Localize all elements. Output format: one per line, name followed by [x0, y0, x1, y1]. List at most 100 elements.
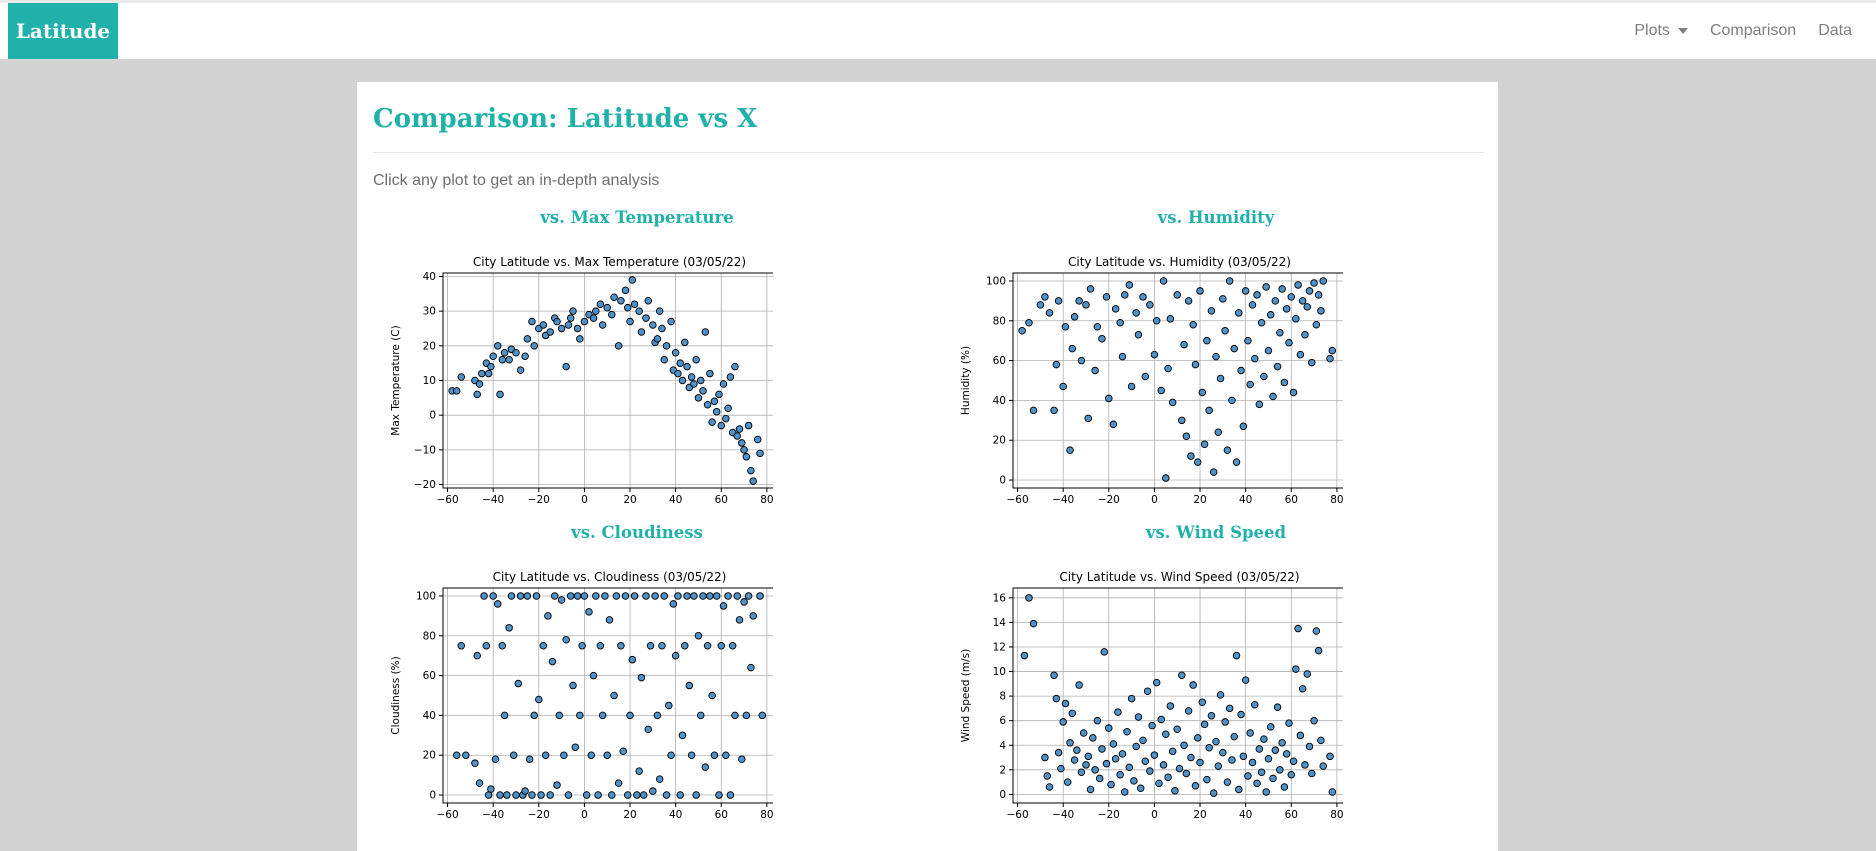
plot-max-temperature[interactable]: −60 −40 −20 0 20 40 60 80 −20 −10 0 10 20 30 40 City La… — [373, 247, 773, 507]
x-tick-label: 0 — [581, 809, 588, 821]
grid — [1013, 273, 1343, 488]
data-point — [560, 751, 568, 759]
data-point — [742, 453, 751, 461]
data-point — [1025, 594, 1033, 602]
y-tick-label: 20 — [423, 750, 436, 762]
nav-data-link[interactable]: Data — [1818, 22, 1852, 39]
data-point — [1214, 762, 1223, 770]
data-point — [1282, 750, 1291, 758]
y-tick-label: 2 — [999, 764, 1006, 776]
data-point — [724, 592, 732, 600]
data-point — [1075, 681, 1083, 689]
data-point — [452, 387, 461, 395]
data-point — [594, 791, 602, 799]
data-point — [667, 317, 675, 326]
data-point — [512, 349, 520, 357]
data-point — [573, 592, 582, 600]
data-point — [1084, 752, 1093, 761]
x-tick-label: −40 — [482, 494, 504, 506]
data-point — [1308, 769, 1316, 778]
data-point — [1196, 287, 1204, 295]
data-point — [1298, 297, 1307, 305]
data-point — [678, 731, 687, 740]
plot-humidity[interactable]: −60 −40 −20 0 20 40 60 80 0 20 40 60 80 100 City Latit… — [943, 247, 1343, 507]
data-point — [726, 791, 735, 799]
data-point — [603, 303, 611, 312]
data-point — [566, 314, 575, 322]
data-point — [1121, 788, 1129, 796]
data-point — [747, 466, 755, 475]
data-point — [1255, 400, 1264, 409]
data-point — [1209, 468, 1218, 476]
x-tick-label: 80 — [760, 494, 773, 506]
data-point — [1314, 291, 1323, 299]
data-point — [1018, 326, 1026, 335]
data-point — [541, 751, 550, 759]
data-point — [1212, 737, 1220, 746]
data-point — [1198, 698, 1207, 707]
data-point — [1269, 774, 1277, 783]
data-point — [1136, 784, 1145, 793]
data-point — [1050, 406, 1058, 415]
title-divider — [373, 152, 1484, 153]
data-point — [740, 446, 748, 454]
data-point — [1162, 730, 1170, 738]
data-point — [523, 592, 532, 600]
points — [452, 592, 767, 799]
data-point — [493, 342, 502, 350]
data-point — [1232, 651, 1241, 660]
data-point — [687, 373, 696, 381]
data-point — [1312, 627, 1321, 635]
x-tick-label: 80 — [760, 809, 773, 821]
data-point — [1025, 319, 1033, 327]
data-point — [1223, 778, 1232, 786]
data-point — [653, 335, 662, 343]
data-point — [733, 592, 741, 600]
data-point — [744, 592, 753, 600]
nav-plots-dropdown[interactable]: Plots — [1634, 22, 1688, 40]
data-point — [1059, 718, 1067, 726]
x-tick-label: −60 — [1006, 809, 1028, 821]
data-point — [1294, 624, 1302, 633]
data-point — [478, 369, 486, 378]
data-point — [1203, 336, 1211, 345]
data-point — [1248, 758, 1257, 767]
data-point — [551, 592, 559, 600]
data-point — [694, 632, 703, 640]
x-tick-label: 20 — [1193, 809, 1206, 821]
page-subtitle: Click any plot to get an in-depth analys… — [373, 172, 660, 189]
plot-wind-speed[interactable]: −60 −40 −20 0 20 40 60 80 0 2 4 6 8 10 12 14 16 City Lati… — [943, 562, 1343, 822]
data-point — [696, 376, 705, 385]
data-point — [1235, 785, 1243, 794]
data-point — [1308, 358, 1316, 367]
data-point — [1191, 782, 1200, 790]
data-point — [1285, 719, 1293, 727]
brand-logo[interactable]: Latitude — [8, 3, 118, 59]
data-point — [1162, 474, 1170, 482]
data-point — [1182, 432, 1191, 440]
data-point — [674, 592, 682, 600]
data-point — [1050, 671, 1058, 679]
top-border — [0, 0, 1876, 3]
data-point — [754, 435, 762, 444]
data-point — [1319, 277, 1327, 285]
data-point — [1057, 764, 1065, 773]
data-point — [662, 791, 671, 799]
x-tick-label: 40 — [1239, 809, 1252, 821]
data-point — [457, 641, 465, 650]
data-point — [1061, 699, 1070, 708]
data-point — [722, 414, 730, 423]
data-point — [1317, 736, 1325, 745]
data-point — [1070, 313, 1079, 321]
data-point — [1287, 293, 1296, 301]
heading-cloudiness: vs. Cloudiness — [571, 523, 703, 542]
y-axis-label: Humidity (%) — [960, 346, 972, 415]
data-point — [696, 711, 705, 720]
data-point — [633, 791, 641, 799]
data-point — [605, 616, 614, 624]
x-tick-label: 60 — [1285, 809, 1298, 821]
plot-cloudiness[interactable]: −60 −40 −20 0 20 40 60 80 0 20 40 60 80 100 City Latit… — [373, 562, 773, 822]
data-point — [480, 592, 488, 600]
data-point — [1230, 344, 1238, 353]
nav-comparison-link[interactable]: Comparison — [1709, 22, 1797, 39]
